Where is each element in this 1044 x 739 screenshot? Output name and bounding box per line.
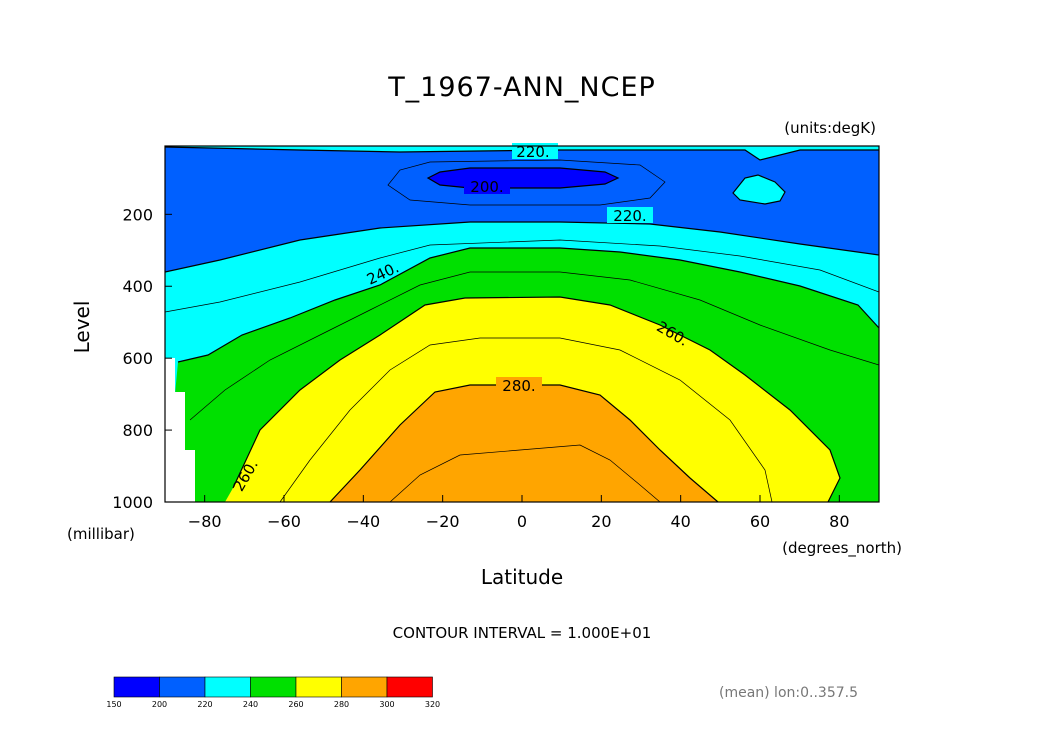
colorbar-label: 320 (425, 700, 440, 709)
y-axis: 200 400 600 800 1000 (112, 205, 172, 512)
colorbar-swatch (295, 676, 342, 698)
contour-label-220: 220. (613, 207, 646, 225)
band-280-300 (330, 385, 718, 502)
mean-footnote: (mean) lon:0..357.5 (719, 685, 858, 701)
contour-line-230 (165, 239, 879, 313)
colorbar-swatch (386, 676, 433, 698)
x-tick-label: 20 (591, 512, 611, 531)
x-tick-label: −40 (346, 512, 380, 531)
contour-label-200: 200. (470, 178, 503, 196)
x-tick-label: 40 (670, 512, 690, 531)
colorbar-label: 200 (152, 700, 167, 709)
y-tick-label: 200 (122, 205, 153, 224)
colorbar-label: 260 (288, 700, 303, 709)
colorbar-label: 220 (197, 700, 212, 709)
contour-line-210 (387, 159, 666, 206)
contour-line-270 (279, 337, 773, 502)
colorbar-label: 240 (243, 700, 258, 709)
x-tick-label: −60 (267, 512, 301, 531)
chart-title: T_1967-ANN_NCEP (387, 72, 656, 103)
contour-line-240 (177, 247, 879, 363)
x-tick-label: 60 (750, 512, 770, 531)
y-tick-label: 1000 (112, 493, 153, 512)
contour-line-250 (189, 271, 879, 421)
x-tick-label: 0 (517, 512, 527, 531)
contour-line-260 (232, 296, 841, 502)
colorbar: 150 200 220 240 260 280 300 320 (106, 676, 440, 709)
y-tick-label: 600 (122, 349, 153, 368)
contour-line-220 (165, 221, 879, 273)
colorbar-label: 300 (379, 700, 394, 709)
colorbar-swatch (113, 676, 160, 698)
contour-interval-text: CONTOUR INTERVAL = 1.000E+01 (393, 624, 652, 642)
colorbar-swatch (341, 676, 388, 698)
x-tick-label: −20 (426, 512, 460, 531)
undefined-region (165, 358, 195, 502)
y-units-label: (millibar) (67, 525, 135, 543)
contour-line-220-top (165, 146, 879, 161)
x-tick-label: −80 (188, 512, 222, 531)
colorbar-swatch (159, 676, 206, 698)
colorbar-label: 150 (106, 700, 121, 709)
contour-line-290 (389, 444, 661, 502)
x-units-label: (degrees_north) (782, 539, 902, 558)
y-axis-label: Level (70, 301, 94, 354)
colorbar-label: 280 (334, 700, 349, 709)
band-island-220-240 (733, 175, 785, 204)
x-axis-label: Latitude (481, 565, 563, 589)
units-label: (units:degK) (784, 119, 876, 137)
contour-line-200 (426, 167, 620, 189)
x-axis: −80 −60 −40 −20 0 20 40 60 80 (188, 495, 850, 531)
x-tick-label: 80 (829, 512, 849, 531)
y-tick-label: 400 (122, 277, 153, 296)
colorbar-swatch (204, 676, 251, 698)
contour-label-280: 280. (502, 377, 535, 395)
contour-label-220-top: 220. (516, 143, 549, 161)
contour-lines (165, 146, 879, 502)
contour-line-220-island (732, 174, 786, 205)
contour-line-280 (329, 384, 719, 502)
y-tick-label: 800 (122, 421, 153, 440)
colorbar-swatch (250, 676, 297, 698)
